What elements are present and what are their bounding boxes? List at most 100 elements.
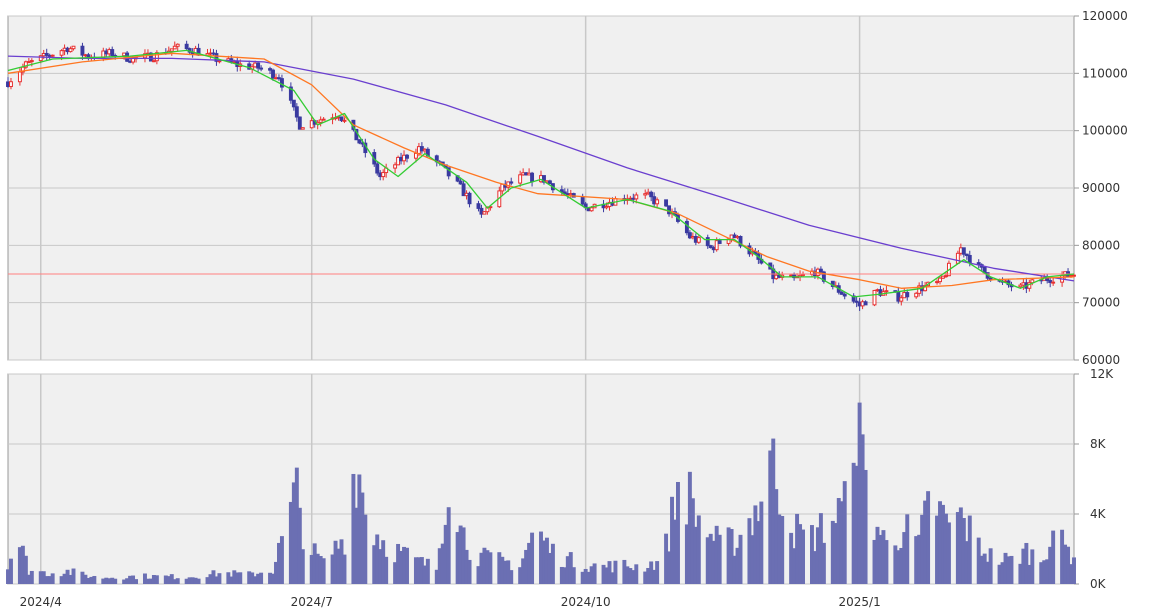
volume-bar — [798, 524, 803, 584]
volume-bar — [300, 549, 305, 584]
volume-bar — [667, 551, 672, 584]
volume-bar — [625, 566, 630, 584]
candle-body — [300, 127, 305, 130]
candle-body — [559, 189, 564, 193]
volume-bar — [89, 576, 94, 584]
volume-bar — [297, 507, 302, 584]
candlestick — [375, 161, 380, 176]
volume-bar — [941, 504, 945, 584]
candle-body — [1072, 274, 1076, 277]
candle-body — [941, 275, 945, 279]
volume-bar — [628, 568, 633, 584]
volume-bar — [985, 561, 990, 584]
candle-body — [568, 193, 573, 196]
volume-bar — [580, 571, 585, 584]
volume-bar — [756, 521, 761, 584]
candle-body — [851, 295, 856, 302]
candle-body — [184, 43, 189, 50]
volume-bar — [568, 552, 573, 584]
volume-bar — [634, 564, 639, 584]
volume-series — [6, 402, 1076, 584]
volume-panel: 12K 8K 4K 0K — [6, 367, 1114, 591]
candlestick — [110, 46, 115, 58]
volume-bar — [726, 527, 731, 584]
volume-bar — [113, 578, 118, 584]
candle-body — [375, 163, 380, 174]
volume-bar — [524, 549, 529, 584]
candle-body — [110, 49, 115, 57]
candlestick — [23, 60, 28, 70]
candle-body — [416, 146, 421, 154]
volume-bar — [479, 552, 484, 584]
volume-bar — [544, 537, 549, 584]
candle-body — [652, 196, 657, 205]
volume-bar — [193, 577, 198, 584]
volume-bar — [729, 529, 734, 584]
volume-bar — [559, 566, 564, 584]
price-tick-label: 120000 — [1082, 9, 1128, 23]
volume-bar — [521, 558, 526, 584]
volume-bar — [354, 507, 359, 584]
volume-bar — [399, 550, 404, 584]
candlestick — [708, 244, 713, 249]
candle-body — [521, 172, 526, 176]
candle-body — [914, 292, 919, 298]
volume-bar — [169, 574, 174, 584]
candle-body — [71, 45, 76, 50]
volume-bar — [604, 567, 609, 584]
candle-body — [547, 180, 552, 185]
candle-body — [821, 271, 826, 282]
volume-bar — [336, 548, 341, 584]
volume-bar — [413, 557, 418, 584]
volume-bar — [271, 573, 275, 584]
candlestick — [961, 247, 966, 258]
candle-body — [44, 52, 49, 56]
volume-bar — [422, 565, 427, 584]
candlestick — [476, 200, 481, 212]
volume-bar — [122, 579, 127, 584]
volume-bar — [955, 512, 960, 584]
candle-body — [664, 199, 669, 207]
candlestick — [214, 49, 219, 66]
volume-bar — [506, 560, 511, 584]
volume-bar — [935, 515, 939, 584]
candle-body — [696, 237, 701, 243]
volume-bar — [378, 549, 383, 584]
volume-bar — [309, 554, 314, 584]
volume-bar — [565, 556, 570, 584]
candle-body — [464, 192, 469, 197]
volume-bar — [938, 501, 942, 584]
candle-body — [690, 236, 695, 239]
volume-bar — [321, 558, 326, 584]
date-tick-label: 2024/4 — [20, 595, 62, 609]
volume-bar — [1021, 548, 1026, 584]
volume-bar — [690, 498, 695, 584]
candle-body — [944, 275, 948, 278]
volume-tick-label: 8K — [1090, 437, 1107, 451]
volume-bar — [41, 571, 46, 584]
candlestick — [649, 190, 654, 202]
volume-bar — [402, 546, 406, 584]
candle-body — [342, 119, 347, 122]
volume-bar — [979, 555, 984, 584]
volume-bar — [238, 572, 243, 584]
volume-bar — [205, 577, 210, 584]
volume-bar — [943, 513, 948, 584]
candle-body — [402, 154, 406, 162]
volume-bar — [795, 513, 800, 584]
volume-bar — [550, 543, 555, 584]
candle-body — [68, 48, 73, 53]
candlestick — [342, 117, 347, 124]
candle-body — [649, 191, 654, 198]
candle-body — [1018, 284, 1023, 288]
date-tick-label: 2024/7 — [291, 595, 333, 609]
candle-body — [419, 146, 424, 152]
volume-bar — [958, 507, 963, 584]
candle-body — [321, 118, 326, 121]
volume-tick-label: 0K — [1090, 577, 1107, 591]
volume-bar — [631, 570, 636, 584]
volume-bar — [747, 518, 752, 584]
candlestick — [842, 292, 847, 300]
volume-bar — [274, 561, 278, 584]
candlestick — [300, 127, 305, 130]
